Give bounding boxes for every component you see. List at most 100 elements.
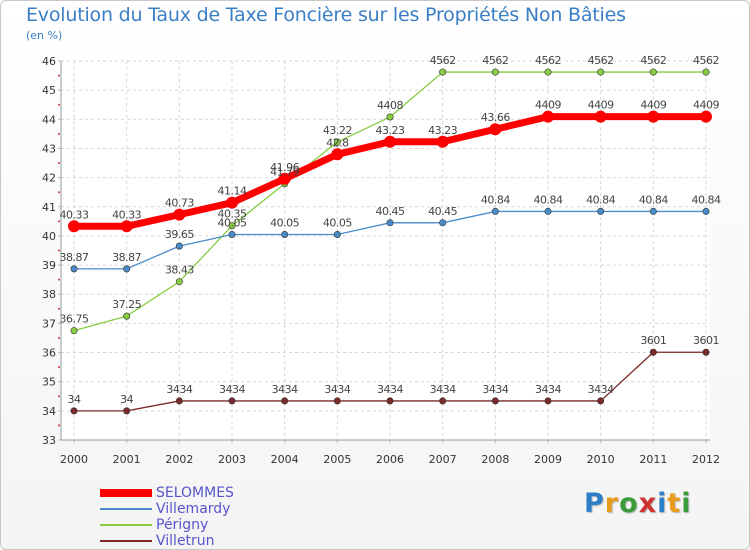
y-minor-tick — [58, 424, 60, 427]
legend-item: Périgny — [100, 517, 234, 533]
data-label: 40.84 — [481, 193, 510, 206]
data-point — [702, 68, 710, 76]
x-tick-label: 2006 — [376, 453, 404, 466]
y-tick-label: 37 — [42, 317, 56, 330]
data-point — [68, 220, 80, 233]
data-point — [226, 196, 238, 209]
data-label: 40.84 — [534, 193, 563, 206]
data-point — [700, 110, 712, 123]
y-minor-tick — [58, 307, 60, 310]
y-minor-tick — [58, 103, 60, 106]
x-tick-label: 2009 — [534, 453, 562, 466]
data-label: 40.84 — [692, 193, 721, 206]
y-tick-label: 39 — [42, 259, 56, 272]
y-minor-tick — [58, 220, 60, 223]
data-label: 43.22 — [323, 124, 352, 137]
data-label: 40.35 — [218, 208, 247, 221]
data-label: 41.79 — [270, 166, 299, 179]
data-label: 4408 — [377, 99, 403, 112]
data-label: 3601 — [693, 334, 719, 347]
y-tick-label: 45 — [42, 84, 56, 97]
data-label: 38.87 — [112, 251, 141, 264]
data-point — [281, 397, 289, 405]
data-label: 43.66 — [481, 111, 510, 124]
legend-label: SELOMMES — [156, 485, 234, 501]
y-minor-tick — [58, 132, 60, 135]
data-point — [702, 348, 710, 356]
data-point — [333, 397, 341, 405]
data-label: 4409 — [640, 99, 666, 112]
data-label: 38.43 — [165, 264, 194, 277]
y-tick-label: 40 — [42, 230, 56, 243]
data-label: 40.05 — [218, 216, 247, 229]
y-tick-label: 43 — [42, 142, 56, 155]
x-tick-label: 2000 — [60, 453, 88, 466]
y-tick-label: 35 — [42, 376, 56, 389]
data-point — [228, 230, 236, 238]
data-point — [544, 397, 552, 405]
legend: SELOMMES Villemardy Périgny Villetrun — [100, 485, 234, 549]
data-point — [333, 230, 341, 238]
data-point — [70, 407, 78, 415]
x-tick-label: 2007 — [429, 453, 457, 466]
logo-letter: i — [657, 488, 668, 519]
data-point — [386, 397, 394, 405]
data-label: 4562 — [588, 54, 614, 67]
data-label: 4562 — [535, 54, 561, 67]
data-label: 36.75 — [60, 313, 89, 326]
data-point — [123, 265, 131, 273]
data-label: 4409 — [588, 99, 614, 112]
proxiti-logo: Proxiti — [584, 488, 692, 519]
data-label: 4562 — [640, 54, 666, 67]
data-label: 3434 — [588, 383, 614, 396]
data-label: 34 — [120, 393, 133, 406]
data-label: 4562 — [482, 54, 508, 67]
y-tick-label: 36 — [42, 347, 56, 360]
data-label: 3434 — [482, 383, 508, 396]
data-point — [439, 397, 447, 405]
y-minor-tick — [58, 395, 60, 398]
data-point — [436, 135, 449, 148]
data-label: 40.84 — [639, 193, 668, 206]
data-point — [544, 68, 552, 76]
data-label: 40.45 — [376, 205, 405, 218]
x-tick-label: 2005 — [323, 453, 351, 466]
data-point — [120, 220, 133, 233]
data-label: 40.84 — [586, 193, 615, 206]
x-tick-label: 2002 — [165, 453, 193, 466]
logo-letter: i — [681, 488, 692, 519]
data-point — [491, 207, 499, 215]
data-label: 3434 — [324, 383, 350, 396]
data-label: 41.96 — [270, 161, 299, 174]
data-point — [491, 397, 499, 405]
data-point — [597, 68, 605, 76]
data-label: 40.45 — [428, 205, 457, 218]
data-label: 40.05 — [323, 216, 352, 229]
legend-item: SELOMMES — [100, 485, 234, 501]
data-label: 38.87 — [60, 251, 89, 264]
data-label: 3434 — [166, 383, 192, 396]
logo-letter: r — [604, 488, 620, 519]
data-point — [333, 138, 341, 146]
legend-label: Villetrun — [156, 533, 215, 549]
y-tick-label: 34 — [42, 405, 56, 418]
y-minor-tick — [58, 191, 60, 194]
data-label: 40.73 — [165, 197, 194, 210]
data-label: 3434 — [535, 383, 561, 396]
data-point — [649, 348, 657, 356]
x-tick-label: 2004 — [271, 453, 299, 466]
y-minor-tick — [58, 366, 60, 369]
chart-title: Evolution du Taux de Taxe Foncière sur l… — [26, 4, 626, 26]
data-label: 3434 — [219, 383, 245, 396]
data-point — [649, 207, 657, 215]
logo-letter: o — [619, 488, 639, 519]
data-label: 43.23 — [428, 124, 457, 137]
y-tick-label: 41 — [42, 201, 56, 214]
data-point — [386, 219, 394, 227]
data-label: 37.25 — [112, 298, 141, 311]
data-label: 3601 — [640, 334, 666, 347]
data-label: 40.33 — [60, 208, 89, 221]
y-axis-unit: (en %) — [26, 29, 63, 42]
x-tick-label: 2008 — [481, 453, 509, 466]
data-label: 4562 — [693, 54, 719, 67]
